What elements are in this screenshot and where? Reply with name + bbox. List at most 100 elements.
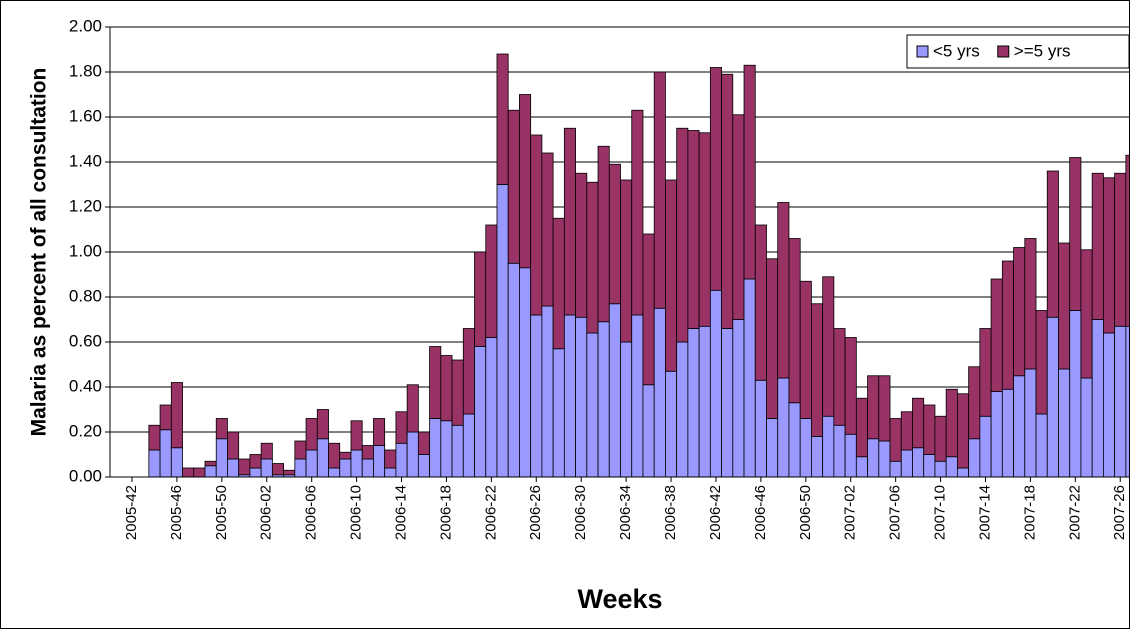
- bar-segment: [260, 442, 273, 460]
- bar-segment: [507, 109, 520, 264]
- bar-segment: [462, 328, 475, 415]
- bar-segment: [1069, 157, 1082, 311]
- bar-segment: [238, 458, 251, 476]
- bar-segment: [709, 67, 722, 291]
- bar-segment: [855, 456, 868, 478]
- bar-segment: [1024, 368, 1037, 478]
- x-tick-label: 2006-06: [303, 485, 320, 540]
- bar-segment: [855, 397, 868, 458]
- y-tick-label: 1.00: [69, 241, 102, 260]
- bar-segment: [934, 415, 947, 462]
- bar-segment: [912, 447, 925, 478]
- bar-segment: [822, 276, 835, 417]
- bar-segment: [676, 341, 689, 478]
- bar-segment: [1024, 238, 1037, 370]
- bar-segment: [957, 467, 970, 478]
- legend-swatch: [997, 45, 1010, 58]
- bar-segment: [957, 393, 970, 469]
- bar-segment: [294, 458, 307, 478]
- bar-segment: [193, 467, 206, 478]
- bar-segment: [990, 391, 1003, 478]
- bar-segment: [822, 415, 835, 478]
- bar-segment: [878, 375, 891, 442]
- bar-segment: [271, 463, 285, 476]
- x-tick-label: 2005-42: [123, 485, 140, 540]
- x-tick-label: 2007-02: [842, 485, 859, 540]
- bar-segment: [563, 314, 576, 478]
- bar-segment: [597, 321, 610, 478]
- bar-segment: [328, 467, 341, 478]
- x-axis-title: Weeks: [577, 584, 662, 614]
- x-tick-label: 2005-46: [168, 485, 185, 540]
- x-tick-label: 2006-38: [662, 485, 679, 540]
- x-tick-label: 2007-10: [932, 485, 949, 540]
- bar-segment: [709, 289, 722, 478]
- bar-segment: [631, 109, 644, 316]
- bar-segment: [620, 341, 633, 478]
- bar-segment: [148, 449, 161, 478]
- bar-segment: [608, 303, 621, 478]
- legend-label: <5 yrs: [933, 41, 980, 60]
- bar-segment: [1125, 154, 1129, 327]
- bar-segment: [586, 332, 599, 478]
- bar-segment: [889, 418, 902, 462]
- bar-segment: [395, 411, 408, 444]
- x-tick-label: 2005-50: [213, 485, 230, 540]
- x-tick-label: 2007-14: [976, 485, 993, 540]
- x-tick-label: 2006-46: [752, 485, 769, 540]
- bar-segment: [1046, 316, 1059, 478]
- bar-segment: [811, 436, 824, 478]
- bar-segment: [721, 328, 734, 478]
- bar-segment: [339, 451, 352, 460]
- x-tick-label: 2006-10: [348, 485, 365, 540]
- bar-segment: [1114, 172, 1127, 327]
- bar-segment: [541, 152, 554, 307]
- bar-segment: [676, 127, 689, 343]
- bar-segment: [766, 418, 779, 478]
- bar-segment: [586, 181, 599, 334]
- x-tick-label: 2006-42: [707, 485, 724, 540]
- x-tick-label: 2006-34: [617, 485, 634, 540]
- bar-segment: [249, 454, 262, 469]
- bar-segment: [732, 114, 745, 320]
- bar-segment: [1080, 249, 1093, 379]
- x-tick-label: 2006-30: [572, 485, 589, 540]
- bar-segment: [608, 163, 621, 305]
- bar-segment: [204, 465, 217, 478]
- bar-segment: [159, 404, 172, 431]
- bar-segment: [979, 415, 992, 478]
- bar-segment: [833, 328, 846, 426]
- bar-segment: [844, 433, 857, 478]
- bar-segment: [575, 316, 588, 478]
- y-tick-label: 1.20: [69, 196, 102, 215]
- bar-segment: [316, 409, 329, 440]
- bar-segment: [867, 375, 880, 440]
- bar-segment: [642, 384, 655, 478]
- bar-segment: [1035, 413, 1048, 478]
- bar-segment: [1001, 388, 1014, 478]
- bar-segment: [934, 460, 947, 478]
- bar-segment: [665, 179, 678, 372]
- bar-segment: [429, 346, 442, 419]
- bar-segment: [429, 418, 442, 478]
- bar-segment: [1035, 310, 1048, 415]
- bar-segment: [350, 449, 363, 478]
- bar-segment: [227, 431, 240, 460]
- bar-segment: [1001, 260, 1014, 390]
- bar-segment: [485, 337, 498, 478]
- x-tick-label: 2006-02: [258, 485, 275, 540]
- bar-segment: [350, 420, 363, 451]
- bar-segment: [384, 467, 397, 478]
- bar-segment: [170, 447, 183, 478]
- bar-segment: [305, 449, 318, 478]
- x-tick-label: 2006-50: [797, 485, 814, 540]
- bar-segment: [552, 217, 565, 350]
- bar-segment: [631, 314, 644, 478]
- bar-segment: [1046, 170, 1059, 318]
- bar-segment: [519, 267, 532, 478]
- bar-segment: [451, 424, 464, 478]
- bar-segment: [1013, 247, 1026, 377]
- bar-segment: [507, 262, 520, 478]
- bar-segment: [496, 184, 509, 478]
- bar-segment: [1102, 177, 1116, 334]
